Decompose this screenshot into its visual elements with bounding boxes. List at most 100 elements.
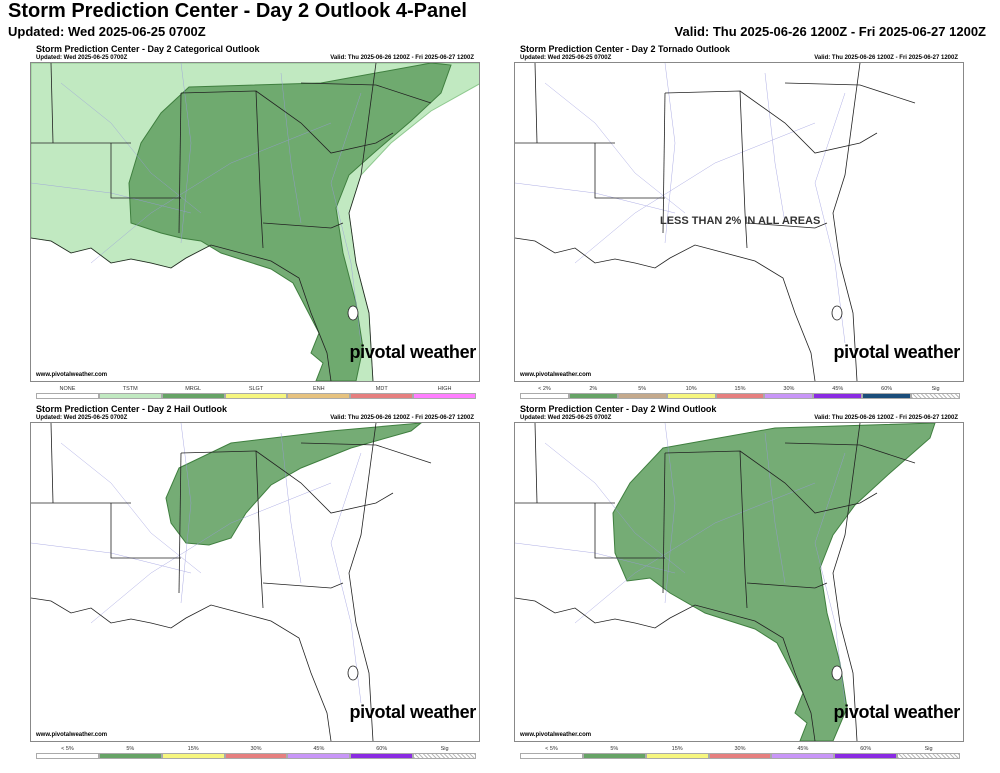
source-credit: www.pivotalweather.com — [36, 732, 108, 738]
outlook-map: LESS THAN 2% IN ALL AREAS — [514, 62, 964, 382]
legend-swatch — [715, 393, 765, 399]
probability-legend: < 5% 5% 15% 30% 45% 60% Sig — [36, 746, 477, 760]
legend-item: < 2% — [520, 386, 569, 400]
panel-title: Storm Prediction Center - Day 2 Hail Out… — [36, 404, 228, 414]
probability-legend: < 2% 2% 5% 10% 15% 30% 45% 60% Sig — [520, 386, 961, 400]
legend-item: 5% — [582, 746, 646, 760]
legend-label: 5% — [610, 746, 619, 752]
legend-label: ENH — [313, 386, 325, 392]
no-risk-note: LESS THAN 2% IN ALL AREAS — [660, 215, 821, 227]
legend-item: 30% — [708, 746, 772, 760]
map-canvas — [515, 63, 916, 381]
panel-updated: Updated: Wed 2025-06-25 0700Z — [520, 55, 612, 61]
legend-label: 45% — [313, 746, 325, 752]
panel-valid: Valid: Thu 2025-06-26 1200Z - Fri 2025-0… — [814, 55, 958, 61]
legend-swatch — [36, 753, 99, 759]
pivotal-weather-logo: pivotal weather — [833, 342, 960, 362]
legend-label: HIGH — [437, 386, 452, 392]
legend-swatch — [911, 393, 961, 399]
map-canvas — [515, 423, 936, 741]
legend-swatch — [520, 753, 583, 759]
legend-item: 15% — [645, 746, 709, 760]
legend-label: Sig — [440, 746, 449, 752]
legend-item: Sig — [413, 746, 477, 760]
legend-swatch — [520, 393, 569, 399]
outlook-map — [30, 62, 480, 382]
legend-item: ENH — [287, 386, 351, 400]
legend-swatch — [287, 753, 351, 759]
legend-label: 30% — [734, 746, 746, 752]
legend-swatch — [582, 753, 646, 759]
legend-swatch — [36, 393, 99, 399]
legend-label: 60% — [881, 386, 893, 392]
panel-valid: Valid: Thu 2025-06-26 1200Z - Fri 2025-0… — [330, 415, 474, 421]
legend-swatch — [617, 393, 667, 399]
legend-item: 30% — [224, 746, 288, 760]
panel-valid: Valid: Thu 2025-06-26 1200Z - Fri 2025-0… — [330, 55, 474, 61]
legend-label: MRGL — [185, 386, 202, 392]
legend-item: 60% — [862, 386, 912, 400]
map-canvas — [31, 63, 479, 381]
wind-5-percent-area — [612, 423, 936, 741]
marginal-risk-area — [128, 63, 452, 381]
legend-item: 10% — [666, 386, 716, 400]
legend-label: 15% — [734, 386, 746, 392]
legend-item: 45% — [771, 746, 835, 760]
legend-label: 15% — [187, 746, 199, 752]
legend-swatch — [287, 393, 351, 399]
legend-label: 30% — [250, 746, 262, 752]
legend-item: 30% — [764, 386, 814, 400]
probability-legend: < 5% 5% 15% 30% 45% 60% Sig — [520, 746, 961, 760]
legend-label: 60% — [860, 746, 872, 752]
legend-swatch — [813, 393, 863, 399]
legend-swatch — [224, 393, 288, 399]
legend-item: 45% — [287, 746, 351, 760]
risk-legend: NONE TSTM MRGL SLGT ENH MDT HIGH — [36, 386, 477, 400]
legend-swatch — [897, 753, 961, 759]
legend-label: 10% — [685, 386, 697, 392]
legend-label: < 5% — [545, 746, 558, 752]
pivotal-weather-logo: pivotal weather — [349, 342, 476, 362]
main-updated: Updated: Wed 2025-06-25 0700Z — [8, 24, 206, 39]
tornado-outlook-panel: Storm Prediction Center - Day 2 Tornado … — [514, 44, 964, 404]
panel-title: Storm Prediction Center - Day 2 Wind Out… — [520, 404, 717, 414]
legend-swatch — [413, 753, 477, 759]
legend-label: 30% — [783, 386, 795, 392]
outlook-map — [514, 422, 964, 742]
legend-item: HIGH — [413, 386, 477, 400]
panel-title: Storm Prediction Center - Day 2 Tornado … — [520, 44, 730, 54]
legend-swatch — [834, 753, 898, 759]
legend-item: < 5% — [520, 746, 583, 760]
main-valid: Valid: Thu 2025-06-26 1200Z - Fri 2025-0… — [674, 24, 986, 39]
wind-outlook-panel: Storm Prediction Center - Day 2 Wind Out… — [514, 404, 964, 764]
legend-swatch — [161, 393, 225, 399]
legend-swatch — [350, 753, 414, 759]
legend-label: < 5% — [61, 746, 74, 752]
legend-label: SLGT — [248, 386, 264, 392]
panel-updated: Updated: Wed 2025-06-25 0700Z — [36, 415, 128, 421]
hail-outlook-panel: Storm Prediction Center - Day 2 Hail Out… — [30, 404, 480, 764]
legend-label: < 2% — [538, 386, 551, 392]
legend-swatch — [862, 393, 912, 399]
pivotal-weather-logo: pivotal weather — [833, 702, 960, 722]
legend-swatch — [98, 393, 162, 399]
legend-item: 15% — [161, 746, 225, 760]
legend-label: MDT — [375, 386, 388, 392]
source-credit: www.pivotalweather.com — [520, 732, 592, 738]
legend-item: 2% — [568, 386, 618, 400]
legend-label: Sig — [931, 386, 940, 392]
legend-label: 5% — [126, 746, 135, 752]
source-credit: www.pivotalweather.com — [36, 372, 108, 378]
legend-swatch — [568, 393, 618, 399]
main-title: Storm Prediction Center - Day 2 Outlook … — [8, 0, 467, 22]
legend-item: Sig — [911, 386, 961, 400]
hail-5-percent-area — [165, 423, 422, 546]
panel-updated: Updated: Wed 2025-06-25 0700Z — [36, 55, 128, 61]
panel-title: Storm Prediction Center - Day 2 Categori… — [36, 44, 260, 54]
legend-item: 5% — [617, 386, 667, 400]
legend-item: SLGT — [224, 386, 288, 400]
panel-updated: Updated: Wed 2025-06-25 0700Z — [520, 415, 612, 421]
legend-label: 45% — [832, 386, 844, 392]
legend-label: 5% — [638, 386, 647, 392]
legend-item: TSTM — [98, 386, 162, 400]
